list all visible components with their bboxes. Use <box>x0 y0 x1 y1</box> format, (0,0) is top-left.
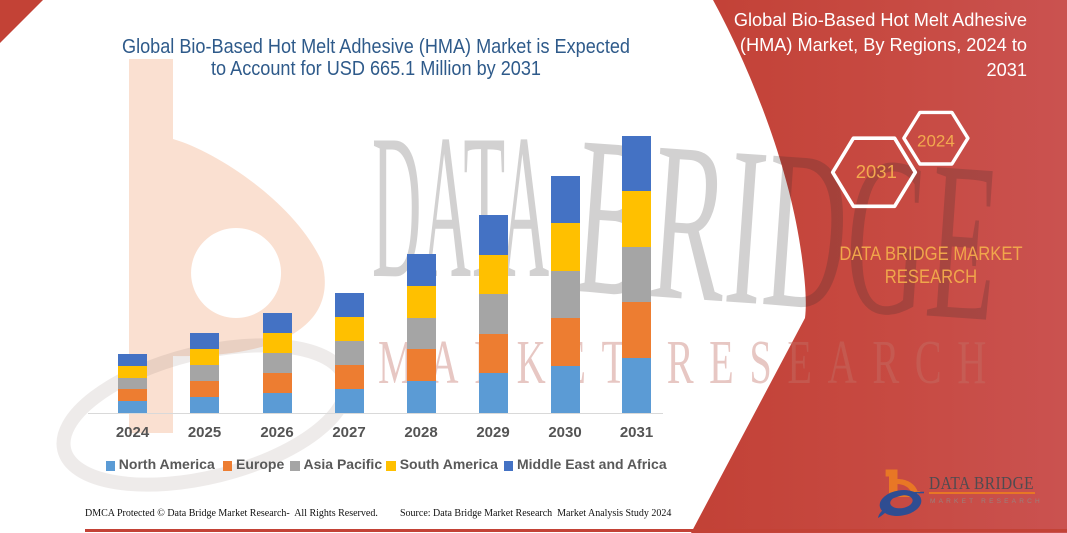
svg-text:2024: 2024 <box>917 131 955 150</box>
svg-text:2031: 2031 <box>856 161 897 182</box>
